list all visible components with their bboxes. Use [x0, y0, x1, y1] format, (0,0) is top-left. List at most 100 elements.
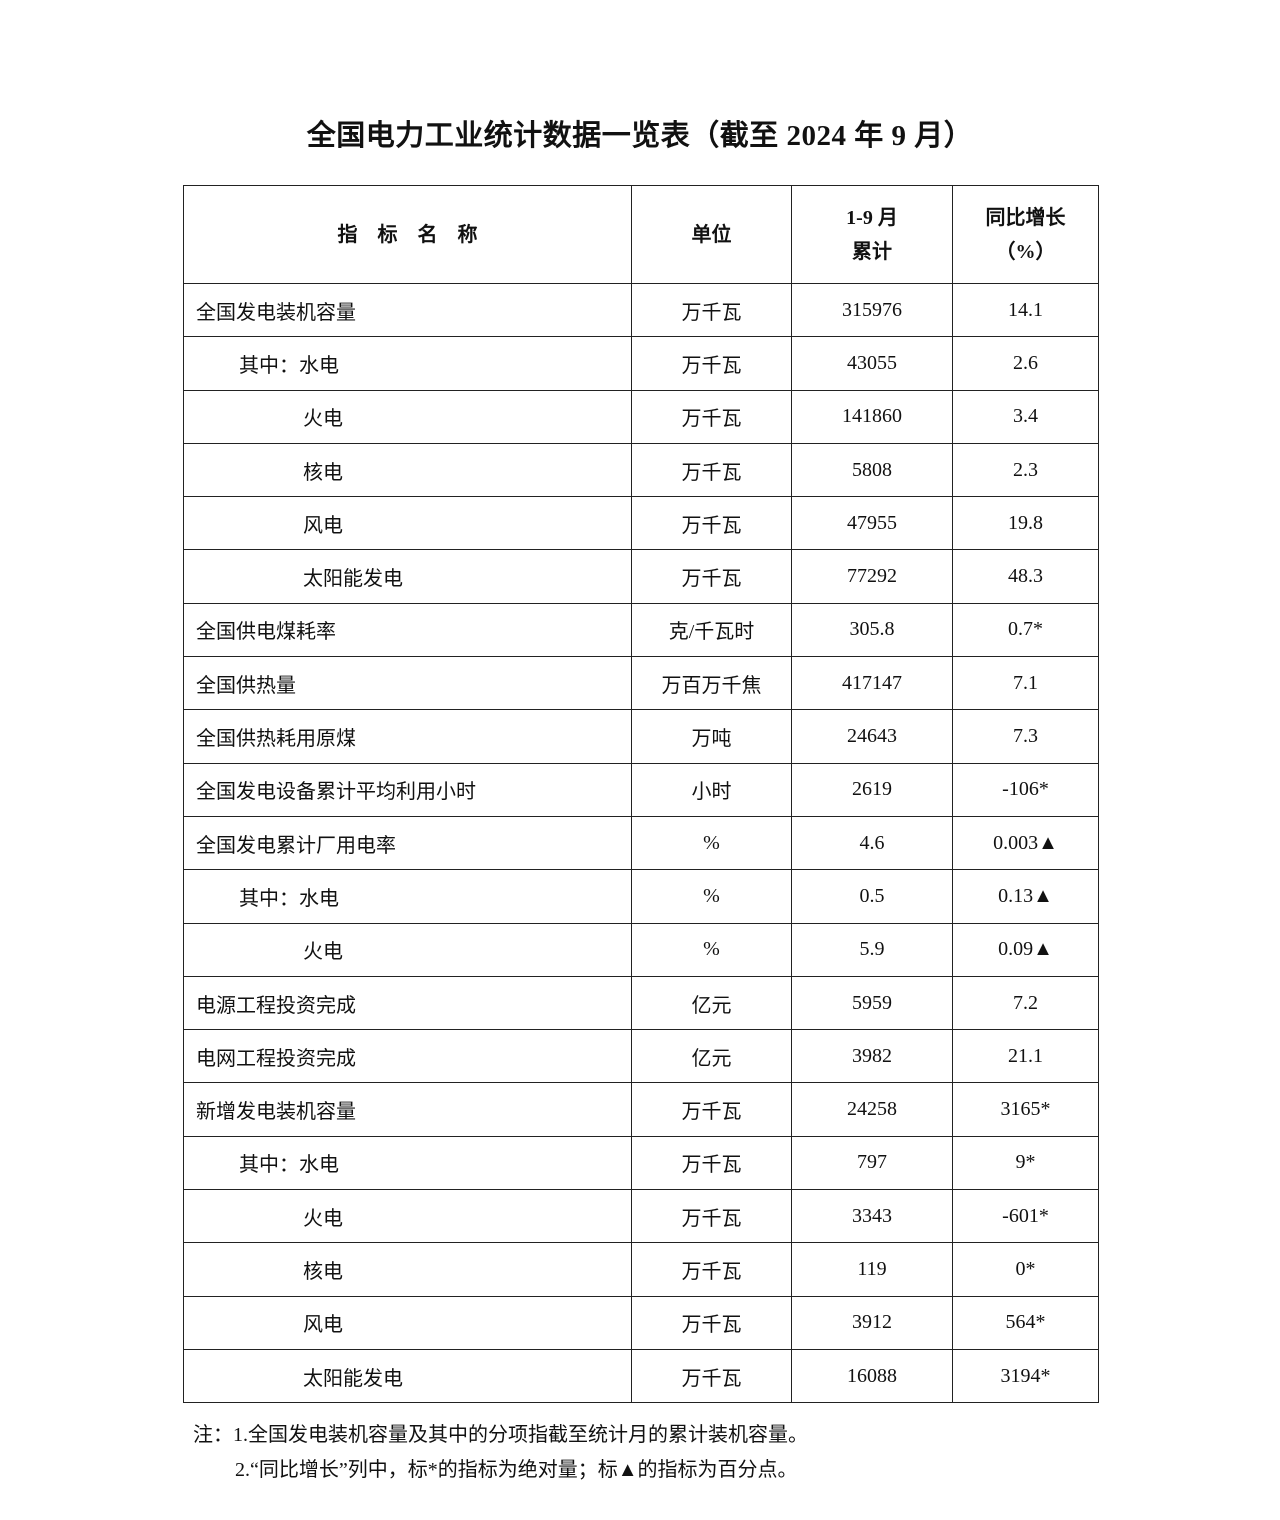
cell-cumulative: 3982 — [791, 1029, 953, 1084]
cell-unit: 万千瓦 — [631, 1295, 792, 1350]
cell-unit: 亿元 — [631, 975, 792, 1031]
cell-unit: 万千瓦 — [631, 1242, 792, 1297]
cell-unit: 万百万千焦 — [631, 656, 792, 711]
cell-unit: 万千瓦 — [631, 496, 792, 551]
cell-unit: 万千瓦 — [631, 549, 792, 604]
table-row: 火电% 5.9 0.09▲ — [183, 922, 1099, 977]
header-cumulative-line2: 累计 — [852, 240, 892, 263]
cell-unit: 克/千瓦时 — [631, 602, 792, 658]
cell-name: 全国发电累计厂用电率 — [183, 815, 632, 871]
cell-name: 全国发电装机容量 — [183, 282, 632, 338]
cell-cumulative: 24643 — [791, 709, 953, 764]
cell-unit: 万千瓦 — [631, 1082, 792, 1137]
cell-cumulative: 0.5 — [791, 869, 953, 924]
table-row: 核电 万千瓦 119 0* — [183, 1242, 1099, 1297]
cell-unit: 万千瓦 — [631, 389, 792, 444]
table-row: 全国供热量 万百万千焦 417147 7.1 — [183, 656, 1099, 711]
cell-growth: 3194* — [952, 1348, 1099, 1404]
cell-growth: -601* — [952, 1189, 1099, 1244]
cell-cumulative: 5.9 — [791, 922, 953, 977]
cell-growth: 2.3 — [952, 442, 1099, 498]
table-header-row: 指 标 名 称 单位 1-9 月累计 同比增长 （%） — [183, 185, 1099, 284]
cell-growth: 7.3 — [952, 709, 1099, 764]
cell-name: 太阳能发电 — [183, 549, 632, 604]
cell-growth: 0.13▲ — [952, 869, 1099, 924]
cell-growth: 7.1 — [952, 656, 1099, 711]
cell-cumulative: 16088 — [791, 1348, 953, 1404]
cell-growth: 564* — [952, 1295, 1099, 1350]
cell-unit: 亿元 — [631, 1029, 792, 1084]
cell-name: 其中：水电 — [183, 336, 632, 391]
cell-unit: % — [631, 922, 792, 977]
header-name: 指 标 名 称 — [183, 185, 632, 284]
cell-unit: 万千瓦 — [631, 442, 792, 498]
footnote-2: 2.“同比增长”列中，标*的指标为绝对量；标▲的指标为百分点。 — [235, 1459, 798, 1481]
cell-unit: 万千瓦 — [631, 1189, 792, 1244]
cell-cumulative: 141860 — [791, 389, 953, 444]
cell-cumulative: 5808 — [791, 442, 953, 498]
cell-name: 新增发电装机容量 — [183, 1082, 632, 1137]
cell-growth: 0.09▲ — [952, 922, 1099, 977]
cell-name: 电源工程投资完成 — [183, 975, 632, 1031]
cell-name: 风电 — [183, 1295, 632, 1350]
header-unit: 单位 — [631, 185, 792, 284]
cell-cumulative: 5959 — [791, 975, 953, 1031]
cell-cumulative: 77292 — [791, 549, 953, 604]
header-growth-line2: （%） — [995, 240, 1056, 263]
table-row: 其中：水电 万千瓦 797 9* — [183, 1135, 1099, 1191]
table-row: 火电 万千瓦 141860 3.4 — [183, 389, 1099, 444]
cell-unit: 万千瓦 — [631, 1135, 792, 1191]
cell-cumulative: 4.6 — [791, 815, 953, 871]
table-row: 全国供热耗用原煤 万吨 24643 7.3 — [183, 709, 1099, 764]
cell-growth: 0.7* — [952, 602, 1099, 658]
cell-cumulative: 24258 — [791, 1082, 953, 1137]
cell-growth: 0.003▲ — [952, 815, 1099, 871]
cell-growth: 19.8 — [952, 496, 1099, 551]
table-row: 全国供电煤耗率 克/千瓦时 305.8 0.7* — [183, 602, 1099, 658]
cell-name: 火电 — [183, 389, 632, 444]
table-row: 核电 万千瓦 5808 2.3 — [183, 442, 1099, 498]
table-row: 全国发电装机容量 万千瓦 315976 14.1 — [183, 282, 1099, 338]
table-row: 风电 万千瓦 47955 19.8 — [183, 496, 1099, 551]
cell-cumulative: 119 — [791, 1242, 953, 1297]
cell-cumulative: 2619 — [791, 762, 953, 817]
cell-growth: -106* — [952, 762, 1099, 817]
cell-unit: 万吨 — [631, 709, 792, 764]
cell-growth: 3165* — [952, 1082, 1099, 1137]
page-title: 全国电力工业统计数据一览表（截至 2024 年 9 月） — [306, 120, 974, 152]
cell-cumulative: 3343 — [791, 1189, 953, 1244]
cell-growth: 0* — [952, 1242, 1099, 1297]
table-row: 太阳能发电 万千瓦 16088 3194* — [183, 1348, 1099, 1404]
table-row: 太阳能发电 万千瓦 77292 48.3 — [183, 549, 1099, 604]
cell-growth: 2.6 — [952, 336, 1099, 391]
cell-cumulative: 315976 — [791, 282, 953, 338]
cell-name: 全国供电煤耗率 — [183, 602, 632, 658]
cell-cumulative: 797 — [791, 1135, 953, 1191]
cell-cumulative: 3912 — [791, 1295, 953, 1350]
header-cumulative-line1: 1-9 月 — [846, 206, 898, 229]
footnote-1: 注：1.全国发电装机容量及其中的分项指截至统计月的累计装机容量。 — [193, 1424, 808, 1446]
table-row: 其中：水电 万千瓦 43055 2.6 — [183, 336, 1099, 391]
table-row: 火电 万千瓦 3343 -601* — [183, 1189, 1099, 1244]
cell-growth: 7.2 — [952, 975, 1099, 1031]
cell-name: 电网工程投资完成 — [183, 1029, 632, 1084]
cell-cumulative: 305.8 — [791, 602, 953, 658]
cell-unit: 万千瓦 — [631, 282, 792, 338]
cell-growth: 3.4 — [952, 389, 1099, 444]
cell-name: 全国供热量 — [183, 656, 632, 711]
cell-unit: % — [631, 815, 792, 871]
cell-cumulative: 43055 — [791, 336, 953, 391]
table-row: 全国发电设备累计平均利用小时 小时 2619 -106* — [183, 762, 1099, 817]
header-cumulative: 1-9 月累计 — [791, 185, 953, 284]
cell-name: 其中：水电 — [183, 869, 632, 924]
cell-name: 火电 — [183, 1189, 632, 1244]
cell-name: 核电 — [183, 442, 632, 498]
cell-name: 全国发电设备累计平均利用小时 — [183, 762, 632, 817]
table-row: 风电 万千瓦 3912 564* — [183, 1295, 1099, 1350]
cell-unit: 万千瓦 — [631, 336, 792, 391]
cell-growth: 48.3 — [952, 549, 1099, 604]
cell-name: 太阳能发电 — [183, 1348, 632, 1404]
cell-name: 核电 — [183, 1242, 632, 1297]
cell-unit: % — [631, 869, 792, 924]
statistics-table: 指 标 名 称 单位 1-9 月累计 同比增长 （%） 全国发电装机容量 万千瓦 31… — [183, 185, 1099, 1404]
